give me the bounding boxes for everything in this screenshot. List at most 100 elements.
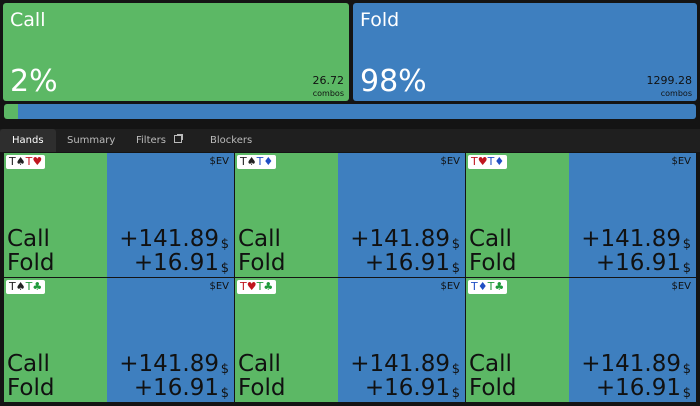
ev-unit: $ [682, 237, 691, 252]
ev-unit: $ [220, 237, 229, 252]
hand-cell[interactable]: T♠T♥ $EV Call +141.89 $ Fold +16.91 $ [4, 153, 234, 277]
card: T♥ [471, 155, 488, 168]
ev-value: +16.91 [364, 250, 450, 276]
card: T♦ [487, 155, 505, 168]
ev-value: +16.91 [364, 375, 450, 401]
call-share [4, 153, 107, 277]
hand-cards: T♠T♦ [237, 155, 277, 169]
ev-value: +141.89 [350, 351, 450, 377]
action-name: Call [469, 226, 512, 252]
card: T♠ [240, 155, 257, 168]
combos-count: 1299.28 [646, 74, 693, 87]
ev-unit: $ [220, 362, 229, 377]
action-name: Call [7, 351, 50, 377]
ev-unit: $ [220, 261, 229, 276]
hand-cell[interactable]: T♥T♦ $EV Call +141.89 $ Fold +16.91 $ [466, 153, 696, 277]
ev-unit: $ [682, 362, 691, 377]
ev-row: Call +141.89 $ [238, 351, 460, 377]
action-name: Fold [469, 375, 517, 401]
action-frequency: 98% [360, 64, 427, 99]
tab[interactable]: Hands [0, 129, 56, 152]
action-panel[interactable]: Call 2% 26.72 combos [3, 3, 349, 101]
ev-row: Call +141.89 $ [7, 226, 229, 252]
call-share [466, 153, 569, 277]
hand-cell[interactable]: T♥T♣ $EV Call +141.89 $ Fold +16.91 $ [235, 278, 465, 402]
ev-value: +141.89 [350, 226, 450, 252]
ev-unit: $ [682, 386, 691, 401]
frequency-segment [17, 104, 696, 119]
ev-row: Fold +16.91 $ [238, 375, 460, 401]
ev-label: $EV [209, 156, 229, 167]
action-name: Call [238, 351, 281, 377]
ev-row: Call +141.89 $ [238, 226, 460, 252]
ev-unit: $ [451, 362, 460, 377]
hand-cell[interactable]: T♦T♣ $EV Call +141.89 $ Fold +16.91 $ [466, 278, 696, 402]
hand-cards: T♥T♦ [468, 155, 508, 169]
action-panel[interactable]: Fold 98% 1299.28 combos [353, 3, 697, 101]
ev-row: Fold +16.91 $ [7, 250, 229, 276]
action-name: Call [469, 351, 512, 377]
ev-row: Call +141.89 $ [469, 351, 691, 377]
ev-label: $EV [671, 281, 691, 292]
card: T♣ [256, 280, 274, 293]
copy-icon [173, 135, 182, 143]
call-share [4, 278, 107, 402]
card: T♦ [256, 155, 274, 168]
ev-value: +16.91 [133, 250, 219, 276]
ev-row: Call +141.89 $ [7, 351, 229, 377]
ev-value: +141.89 [119, 226, 219, 252]
action-name: Fold [7, 375, 55, 401]
action-name: Fold [238, 375, 286, 401]
action-name: Call [10, 9, 46, 31]
ev-row: Fold +16.91 $ [469, 375, 691, 401]
hand-cards: T♦T♣ [468, 280, 508, 294]
ev-value: +141.89 [581, 351, 681, 377]
ev-unit: $ [451, 261, 460, 276]
card: T♥ [240, 280, 257, 293]
combos-count: 26.72 [312, 74, 345, 87]
hand-cards: T♥T♣ [237, 280, 277, 294]
action-name: Call [238, 226, 281, 252]
ev-label: $EV [440, 156, 460, 167]
card: T♠ [9, 280, 26, 293]
ev-unit: $ [220, 386, 229, 401]
frequency-segment [4, 104, 18, 119]
ev-label: $EV [671, 156, 691, 167]
ev-unit: $ [451, 237, 460, 252]
card: T♠ [9, 155, 26, 168]
hand-cell[interactable]: T♠T♣ $EV Call +141.89 $ Fold +16.91 $ [4, 278, 234, 402]
tab[interactable]: Summary [67, 135, 116, 146]
ev-unit: $ [682, 261, 691, 276]
tab[interactable]: Blockers [210, 135, 253, 146]
hand-cards: T♠T♣ [6, 280, 46, 294]
ev-label: $EV [209, 281, 229, 292]
call-share [466, 278, 569, 402]
action-name: Fold [360, 9, 400, 31]
ev-value: +16.91 [595, 250, 681, 276]
action-frequency: 2% [10, 64, 58, 99]
card: T♦ [471, 280, 488, 293]
hand-cell[interactable]: T♠T♦ $EV Call +141.89 $ Fold +16.91 $ [235, 153, 465, 277]
ev-row: Call +141.89 $ [469, 226, 691, 252]
combos-label: combos [312, 89, 344, 98]
card: T♣ [487, 280, 505, 293]
ev-value: +141.89 [581, 226, 681, 252]
hand-cards: T♠T♥ [6, 155, 46, 169]
ev-row: Fold +16.91 $ [7, 375, 229, 401]
tab[interactable]: Filters [124, 129, 194, 152]
tab-bar: Hands Summary Filters Blockers [0, 129, 700, 152]
ev-value: +141.89 [119, 351, 219, 377]
ev-unit: $ [451, 386, 460, 401]
ev-row: Fold +16.91 $ [238, 250, 460, 276]
card: T♣ [25, 280, 43, 293]
card: T♥ [25, 155, 43, 168]
call-share [235, 153, 338, 277]
ev-value: +16.91 [133, 375, 219, 401]
combos-label: combos [660, 89, 692, 98]
ev-value: +16.91 [595, 375, 681, 401]
action-name: Call [7, 226, 50, 252]
ev-label: $EV [440, 281, 460, 292]
action-name: Fold [238, 250, 286, 276]
call-share [235, 278, 338, 402]
